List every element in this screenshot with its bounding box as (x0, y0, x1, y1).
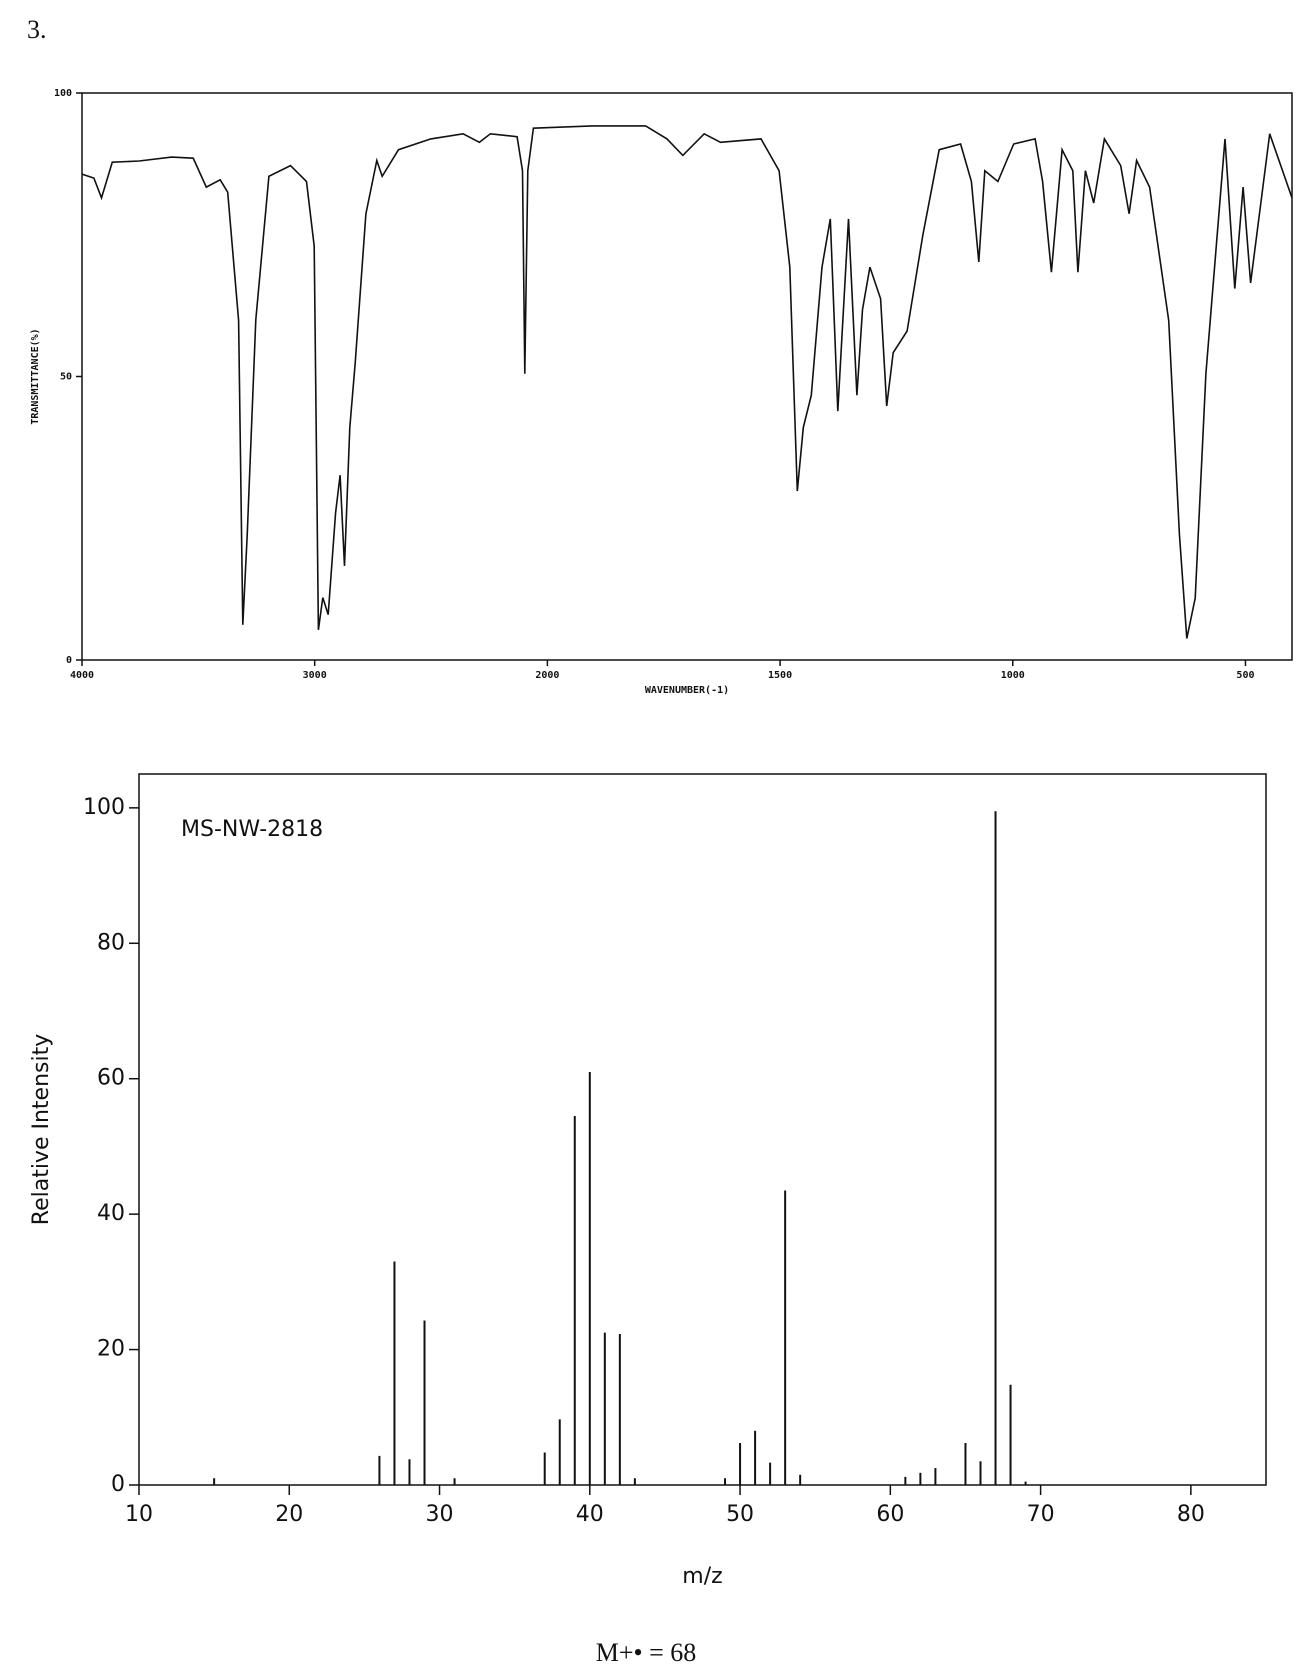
ms-chart: 10 20 30 40 50 60 70 80 0 20 40 60 80 100 m/z Relative … (29, 773, 1267, 1589)
spectrum-line (81, 125, 1293, 639)
annotation: MS-NW-2818 (181, 817, 323, 842)
plot-frame (81, 92, 1293, 661)
x-tick-label: 4000 (70, 670, 94, 681)
x-tick-label: 40 (576, 1502, 604, 1527)
y-tick-label: 50 (60, 372, 72, 383)
y-tick-label: 40 (97, 1201, 125, 1226)
y-tick-label: 0 (111, 1472, 125, 1497)
x-tick-label: 1500 (768, 670, 792, 681)
y-axis-label: TRANSMITTANCE(%) (30, 328, 41, 424)
y-tick-label: 100 (83, 795, 125, 820)
x-tick-label: 50 (726, 1502, 754, 1527)
y-tick-label: 60 (97, 1066, 125, 1091)
x-tick-label: 30 (426, 1502, 454, 1527)
plot-frame (138, 773, 1267, 1486)
y-tick-label: 20 (97, 1337, 125, 1362)
x-axis-label: WAVENUMBER(-1) (645, 685, 729, 696)
y-axis-label: Relative Intensity (29, 1034, 54, 1225)
x-tick-label: 60 (876, 1502, 904, 1527)
x-tick-label: 3000 (303, 670, 327, 681)
y-tick-label: 0 (66, 655, 72, 666)
x-tick-label: 80 (1177, 1502, 1205, 1527)
x-tick-label: 2000 (535, 670, 559, 681)
x-axis-label: m/z (682, 1564, 722, 1589)
caption: M+• = 68 (596, 1638, 697, 1667)
y-tick-label: 80 (97, 930, 125, 955)
x-tick-label: 20 (275, 1502, 303, 1527)
x-tick-label: 1000 (1001, 670, 1025, 681)
x-tick-label: 70 (1027, 1502, 1055, 1527)
x-tick-label: 500 (1236, 670, 1254, 681)
y-tick-label: 100 (54, 88, 72, 99)
figure-label: 3. (27, 15, 47, 44)
x-tick-label: 10 (125, 1502, 153, 1527)
ir-chart: 4000 3000 2000 1500 1000 500 0 50 100 WAVENUMBER(… (30, 88, 1293, 696)
